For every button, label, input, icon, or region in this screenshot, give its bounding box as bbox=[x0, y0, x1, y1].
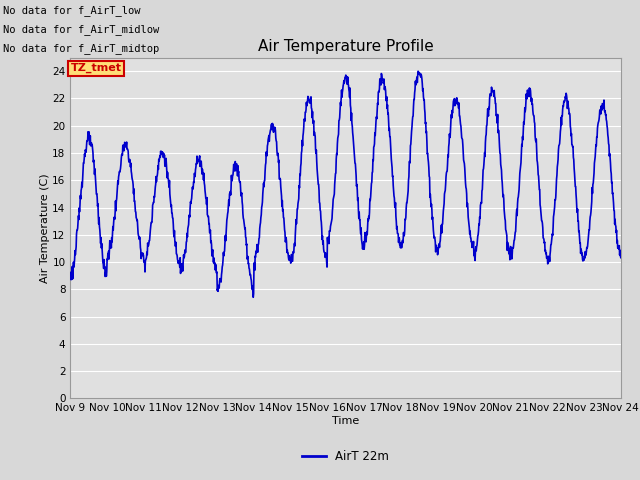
Text: No data for f_AirT_low: No data for f_AirT_low bbox=[3, 5, 141, 16]
Text: No data for f_AirT_midlow: No data for f_AirT_midlow bbox=[3, 24, 159, 35]
Text: TZ_tmet: TZ_tmet bbox=[70, 63, 122, 73]
Text: No data for f_AirT_midtop: No data for f_AirT_midtop bbox=[3, 43, 159, 54]
Legend: AirT 22m: AirT 22m bbox=[298, 445, 394, 468]
Title: Air Temperature Profile: Air Temperature Profile bbox=[258, 39, 433, 54]
X-axis label: Time: Time bbox=[332, 416, 359, 426]
Y-axis label: Air Temperature (C): Air Temperature (C) bbox=[40, 173, 49, 283]
